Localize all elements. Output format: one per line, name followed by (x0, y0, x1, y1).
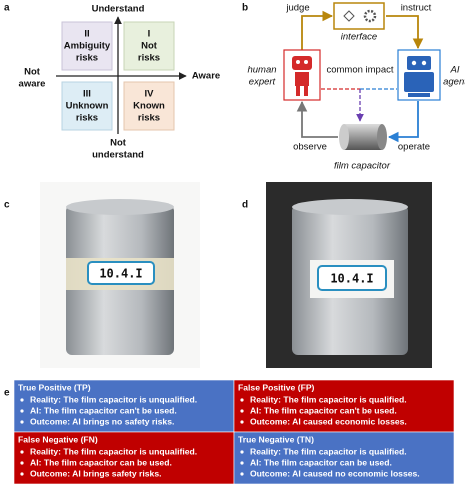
cell-bullet: Outcome: AI brings safety risks. (30, 468, 162, 478)
capacitor-label: film capacitor (334, 161, 391, 172)
arrow-label: operate (398, 142, 430, 153)
quadrant-text: Known (133, 101, 165, 112)
axis-label: Aware (192, 71, 220, 82)
cell-bullet: Reality: The film capacitor is qualified… (250, 394, 407, 404)
cell-bullet: AI: The film capacitor can't be used. (30, 405, 177, 415)
quadrant-text: Unknown (66, 101, 109, 112)
tag-text: 10.4.I (99, 267, 142, 281)
node-label: AI (450, 65, 460, 76)
axis-label: Not (24, 67, 41, 78)
bullet (20, 472, 24, 476)
quadrant (123, 81, 175, 131)
arrow-label: judge (285, 3, 309, 14)
node-label: agent (443, 77, 465, 88)
icon (363, 9, 377, 23)
arrow-label: instruct (401, 3, 432, 14)
bullet (20, 420, 24, 424)
panel-label: e (4, 388, 10, 399)
tag (317, 265, 387, 291)
axis-label: Understand (92, 4, 145, 15)
cell-bullet: Reality: The film capacitor is qualified… (250, 446, 407, 456)
bullet (240, 398, 244, 402)
cell (13, 431, 235, 485)
arrow-label: observe (293, 142, 327, 153)
arrow (296, 100, 338, 138)
bullet (20, 398, 24, 402)
ai-icon (404, 56, 434, 97)
quadrant (123, 21, 175, 71)
impact-label: common impact (326, 65, 393, 76)
axis-label: aware (19, 79, 46, 90)
node-label: expert (249, 77, 276, 88)
capacitor-photo (66, 199, 174, 215)
quadrant-text: risks (138, 113, 160, 124)
quadrant-text: Ambiguity (64, 41, 111, 52)
cell-title: False Negative (FN) (18, 434, 98, 444)
quadrant-numeral: III (83, 89, 91, 100)
tag-text: 10.4.I (330, 272, 373, 286)
tag (87, 261, 155, 285)
capacitor (344, 124, 382, 150)
node-label: human (247, 65, 276, 76)
panel-label: b (242, 3, 248, 14)
cell (233, 431, 455, 485)
cell-bullet: Reality: The film capacitor is unqualifi… (30, 446, 197, 456)
cell-title: True Negative (TN) (238, 434, 314, 444)
quadrant-numeral: I (148, 29, 151, 40)
capacitor (339, 124, 349, 150)
cell-bullet: AI: The film capacitor can be used. (30, 457, 172, 467)
bullet (20, 409, 24, 413)
bullet (240, 450, 244, 454)
cell-bullet: Outcome: AI brings no safety risks. (30, 416, 174, 426)
arrow (386, 15, 424, 50)
cell-bullet: AI: The film capacitor can be used. (250, 457, 392, 467)
panel-label: a (4, 3, 10, 14)
cell-bullet: AI: The film capacitor can't be used. (250, 405, 397, 415)
cell (13, 379, 235, 433)
quadrant-numeral: IV (145, 89, 155, 100)
quadrant-text: risks (76, 113, 98, 124)
panel-d: d 10.4.I (242, 182, 432, 368)
arrow (387, 101, 419, 143)
capacitor (377, 124, 387, 150)
bullet (240, 420, 244, 424)
quadrant-text: risks (76, 53, 98, 64)
axis-label: Not (110, 138, 127, 149)
cell-bullet: Outcome: AI caused no economic losses. (250, 468, 420, 478)
quadrant (61, 81, 113, 131)
cell-title: False Positive (FP) (238, 382, 315, 392)
bullet (240, 409, 244, 413)
axis-label: understand (92, 150, 144, 161)
panel-label: c (4, 200, 10, 211)
cell-bullet: Reality: The film capacitor is unqualifi… (30, 394, 197, 404)
bullet (240, 461, 244, 465)
quadrant (61, 21, 113, 71)
interface-label: interface (341, 32, 377, 43)
icon (343, 10, 355, 22)
capacitor-photo (292, 199, 408, 215)
panel-e: e True Positive (TP) Reality: The film ca… (4, 379, 455, 485)
panel-b: b interface judge instruct human expert … (242, 2, 465, 172)
human-icon (292, 56, 312, 96)
cell-bullet: Outcome: AI caused economic losses. (250, 416, 407, 426)
panel-label: d (242, 200, 248, 211)
panel-a: a Understand Not understand Aware Not aw… (4, 3, 220, 161)
panel-c: c 10.4.I (4, 182, 200, 368)
quadrant-numeral: II (84, 29, 89, 40)
bullet (20, 450, 24, 454)
interface-box (333, 2, 385, 30)
arrow (301, 10, 334, 50)
bullet (20, 461, 24, 465)
quadrant-text: risks (138, 53, 160, 64)
cell-title: True Positive (TP) (18, 382, 91, 392)
quadrant-text: Not (141, 41, 158, 52)
bullet (240, 472, 244, 476)
